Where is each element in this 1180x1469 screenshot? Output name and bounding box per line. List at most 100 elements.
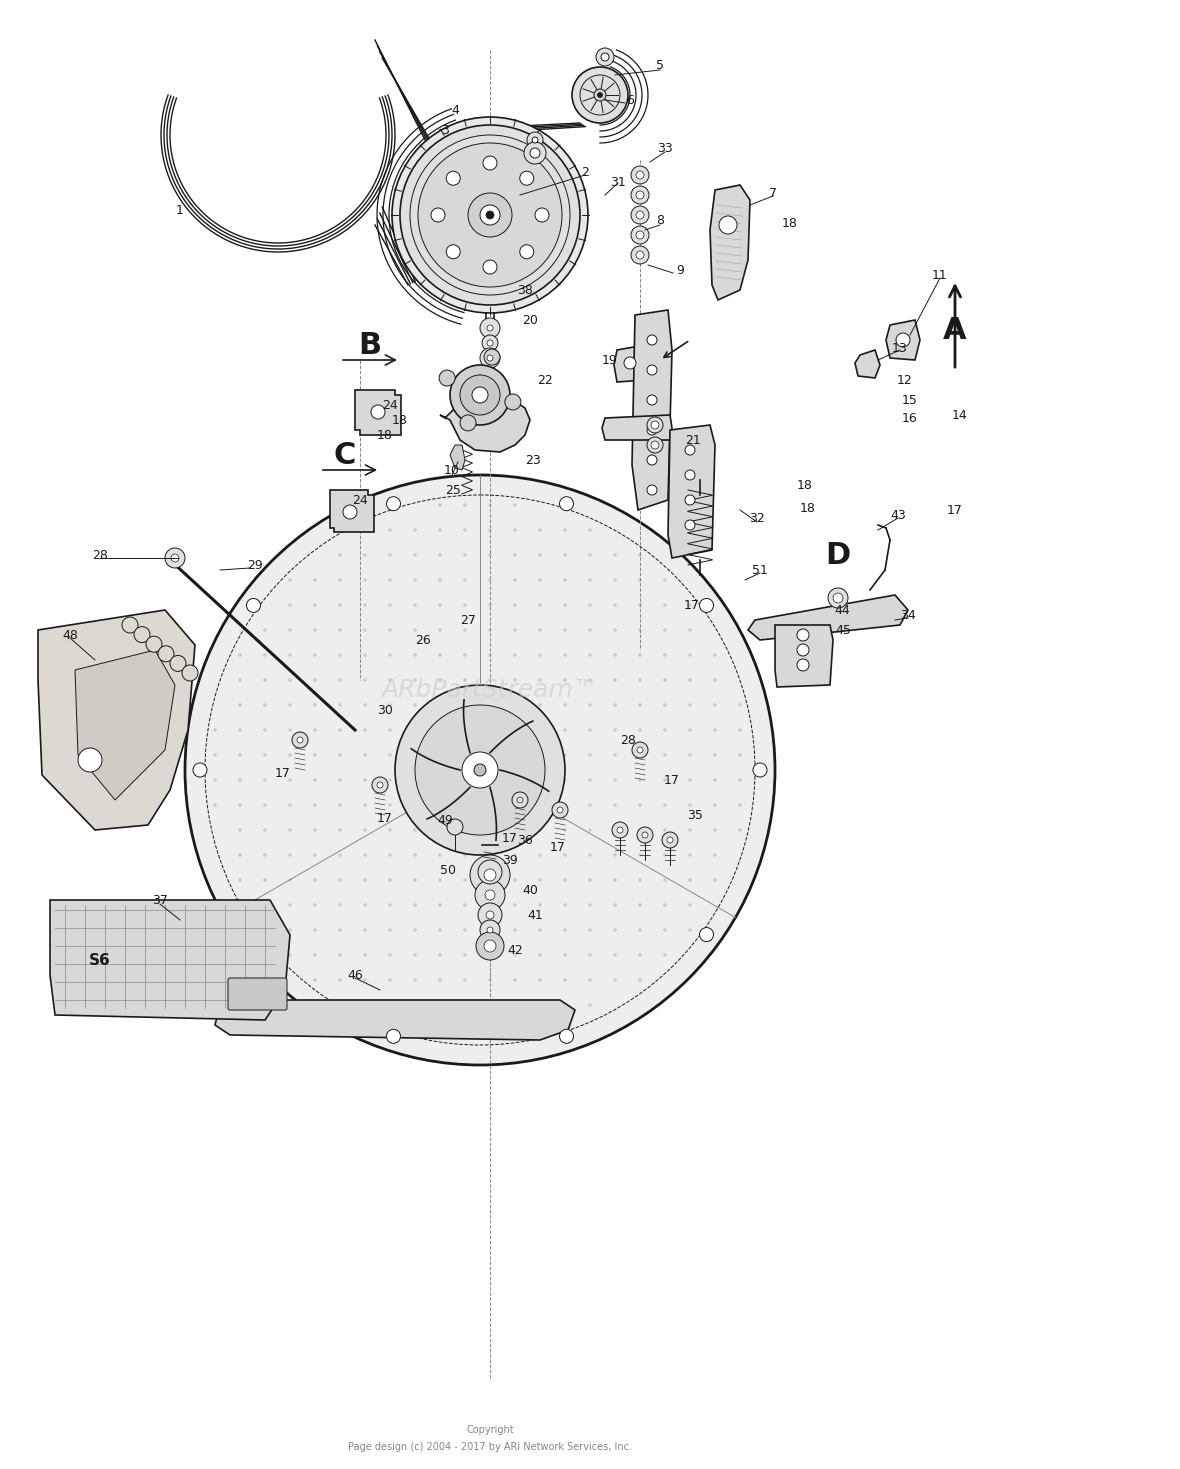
Circle shape — [464, 679, 466, 682]
Polygon shape — [330, 491, 374, 532]
Circle shape — [489, 629, 492, 632]
Text: 28: 28 — [620, 733, 636, 746]
Circle shape — [614, 853, 616, 856]
Circle shape — [538, 554, 542, 557]
Circle shape — [460, 414, 476, 430]
Circle shape — [688, 754, 691, 757]
Circle shape — [263, 679, 267, 682]
Circle shape — [464, 579, 466, 582]
Circle shape — [538, 629, 542, 632]
Circle shape — [638, 829, 642, 831]
Circle shape — [478, 859, 502, 884]
Text: 21: 21 — [686, 433, 701, 447]
Circle shape — [413, 654, 417, 657]
Circle shape — [636, 212, 644, 219]
Circle shape — [314, 903, 316, 906]
Circle shape — [489, 729, 492, 732]
Circle shape — [638, 604, 642, 607]
Circle shape — [439, 729, 441, 732]
Circle shape — [513, 704, 517, 707]
Circle shape — [612, 823, 628, 837]
Circle shape — [589, 604, 591, 607]
Text: 40: 40 — [522, 883, 538, 896]
Circle shape — [363, 554, 367, 557]
Text: 29: 29 — [247, 558, 263, 571]
Text: 19: 19 — [602, 354, 618, 366]
Circle shape — [297, 737, 303, 743]
Circle shape — [614, 779, 616, 782]
Circle shape — [484, 870, 496, 881]
Circle shape — [647, 364, 657, 375]
Circle shape — [388, 679, 392, 682]
Circle shape — [363, 529, 367, 532]
Circle shape — [513, 754, 517, 757]
Circle shape — [513, 829, 517, 831]
Circle shape — [288, 804, 291, 806]
Circle shape — [564, 529, 566, 532]
Circle shape — [487, 325, 493, 331]
Circle shape — [489, 978, 492, 981]
Circle shape — [464, 829, 466, 831]
Circle shape — [413, 754, 417, 757]
Circle shape — [446, 172, 460, 185]
Circle shape — [589, 704, 591, 707]
Circle shape — [564, 953, 566, 956]
Circle shape — [388, 853, 392, 856]
Circle shape — [614, 829, 616, 831]
Circle shape — [686, 520, 695, 530]
Circle shape — [638, 629, 642, 632]
Polygon shape — [38, 610, 195, 830]
Text: C: C — [334, 441, 356, 470]
Circle shape — [513, 953, 517, 956]
Circle shape — [288, 779, 291, 782]
Text: 17: 17 — [664, 774, 680, 786]
Circle shape — [418, 142, 562, 286]
Circle shape — [413, 903, 417, 906]
Circle shape — [489, 878, 492, 881]
Circle shape — [638, 878, 642, 881]
Circle shape — [796, 629, 809, 640]
Circle shape — [439, 1028, 441, 1031]
Circle shape — [714, 853, 716, 856]
Circle shape — [388, 604, 392, 607]
Circle shape — [439, 529, 441, 532]
Circle shape — [535, 209, 549, 222]
Text: 7: 7 — [769, 187, 776, 200]
Circle shape — [513, 629, 517, 632]
Circle shape — [688, 654, 691, 657]
Text: D: D — [825, 541, 851, 570]
Circle shape — [589, 679, 591, 682]
Circle shape — [238, 704, 242, 707]
Circle shape — [739, 779, 741, 782]
Circle shape — [464, 629, 466, 632]
Circle shape — [413, 554, 417, 557]
Circle shape — [564, 853, 566, 856]
Circle shape — [387, 497, 400, 511]
Circle shape — [589, 754, 591, 757]
Circle shape — [647, 425, 657, 435]
Circle shape — [363, 754, 367, 757]
Circle shape — [638, 804, 642, 806]
Circle shape — [238, 878, 242, 881]
Circle shape — [564, 554, 566, 557]
Circle shape — [828, 588, 848, 608]
Circle shape — [170, 655, 186, 671]
Circle shape — [472, 386, 489, 403]
Circle shape — [314, 754, 316, 757]
Circle shape — [489, 504, 492, 507]
Circle shape — [363, 804, 367, 806]
Circle shape — [247, 598, 261, 613]
Circle shape — [263, 704, 267, 707]
Circle shape — [363, 903, 367, 906]
Text: 4: 4 — [451, 103, 459, 116]
Circle shape — [638, 903, 642, 906]
Circle shape — [614, 604, 616, 607]
Circle shape — [439, 704, 441, 707]
Circle shape — [413, 853, 417, 856]
Circle shape — [388, 754, 392, 757]
Circle shape — [388, 579, 392, 582]
Circle shape — [288, 654, 291, 657]
Circle shape — [388, 903, 392, 906]
Circle shape — [339, 903, 341, 906]
Text: 25: 25 — [445, 483, 461, 497]
